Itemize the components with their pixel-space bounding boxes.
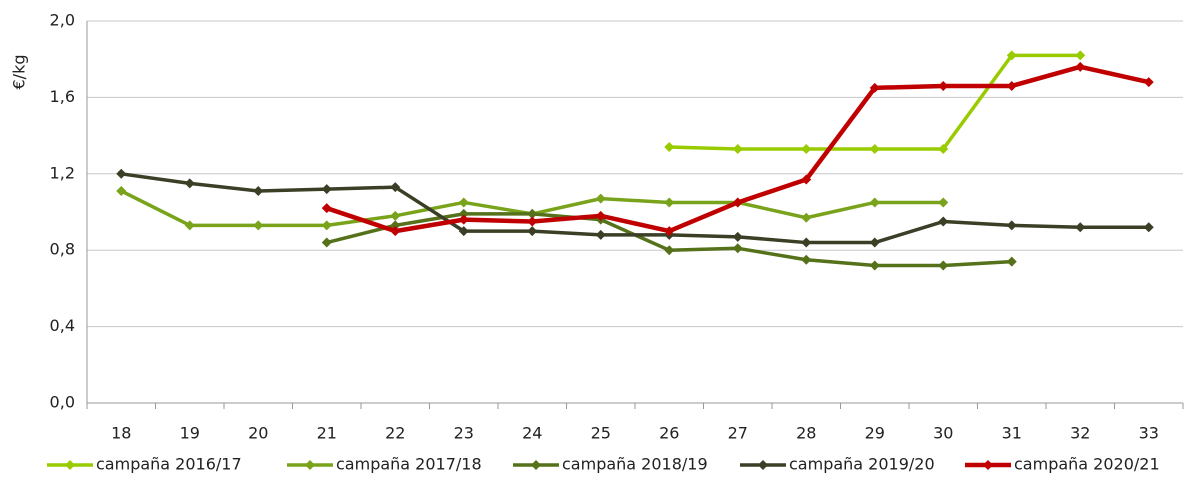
y-tick-label: 1,2	[50, 163, 75, 182]
x-tick-label: 20	[248, 424, 268, 443]
x-tick-label: 31	[1002, 424, 1022, 443]
data-point	[869, 143, 880, 154]
data-point	[390, 226, 401, 237]
x-tick-label: 33	[1139, 424, 1159, 443]
data-point	[116, 168, 127, 179]
data-point	[527, 226, 538, 237]
x-tick-label: 30	[933, 424, 953, 443]
data-point	[458, 226, 469, 237]
x-tick-label: 28	[796, 424, 816, 443]
legend-label: campaña 2020/21	[1014, 455, 1160, 474]
data-point	[801, 237, 812, 248]
data-point	[458, 197, 469, 208]
data-point	[595, 193, 606, 204]
data-point	[1075, 50, 1086, 61]
data-point	[938, 80, 949, 91]
x-tick-label: 24	[522, 424, 542, 443]
data-point	[595, 229, 606, 240]
data-point	[1006, 220, 1017, 231]
data-point	[595, 210, 606, 221]
data-point	[184, 178, 195, 189]
legend-label: campaña 2017/18	[336, 455, 482, 474]
data-point	[321, 203, 332, 214]
data-point	[664, 226, 675, 237]
data-point	[458, 208, 469, 219]
data-point	[390, 182, 401, 193]
legend-label: campaña 2019/20	[789, 455, 935, 474]
x-tick-label: 21	[317, 424, 337, 443]
y-tick-label: 1,6	[50, 87, 75, 106]
data-point	[390, 220, 401, 231]
legend-marker	[305, 460, 315, 470]
data-point	[321, 237, 332, 248]
data-point	[732, 231, 743, 242]
y-axis-label: €/kg	[10, 55, 29, 90]
data-point	[527, 216, 538, 227]
x-tick-label: 25	[591, 424, 611, 443]
data-point	[458, 214, 469, 225]
data-point	[869, 82, 880, 93]
data-point	[938, 143, 949, 154]
data-point	[801, 143, 812, 154]
data-point	[253, 220, 264, 231]
x-tick-label: 22	[385, 424, 405, 443]
data-point	[321, 220, 332, 231]
y-tick-label: 2,0	[50, 11, 75, 30]
x-tick-label: 27	[728, 424, 748, 443]
x-tick-label: 23	[454, 424, 474, 443]
data-point	[938, 197, 949, 208]
data-point	[664, 245, 675, 256]
data-point	[1075, 222, 1086, 233]
legend-label: campaña 2018/19	[562, 455, 708, 474]
data-point	[390, 210, 401, 221]
data-point	[1143, 77, 1154, 88]
legend-label: campaña 2016/17	[96, 455, 242, 474]
data-point	[253, 185, 264, 196]
data-point	[527, 208, 538, 219]
data-point	[938, 216, 949, 227]
x-tick-label: 18	[111, 424, 131, 443]
y-tick-label: 0,0	[50, 393, 75, 412]
y-tick-label: 0,4	[50, 316, 75, 335]
data-point	[732, 143, 743, 154]
legend-marker	[65, 460, 75, 470]
data-point	[869, 197, 880, 208]
x-tick-label: 32	[1070, 424, 1090, 443]
legend-marker	[531, 460, 541, 470]
data-point	[869, 237, 880, 248]
x-tick-label: 26	[659, 424, 679, 443]
data-point	[116, 185, 127, 196]
data-point	[664, 197, 675, 208]
data-point	[732, 243, 743, 254]
y-tick-label: 0,8	[50, 240, 75, 259]
x-tick-label: 19	[180, 424, 200, 443]
series-line	[121, 172, 1149, 245]
data-point	[1006, 80, 1017, 91]
series-line	[669, 53, 1081, 151]
data-point	[1143, 222, 1154, 233]
data-point	[1075, 61, 1086, 72]
data-point	[664, 142, 675, 153]
data-point	[184, 220, 195, 231]
data-point	[801, 254, 812, 265]
x-tick-label: 29	[865, 424, 885, 443]
data-point	[321, 184, 332, 195]
data-point	[801, 212, 812, 223]
legend-marker	[758, 460, 768, 470]
legend-marker	[983, 460, 993, 470]
data-point	[869, 260, 880, 271]
data-point	[1006, 50, 1017, 61]
data-point	[732, 197, 743, 208]
data-point	[801, 174, 812, 185]
data-point	[1006, 256, 1017, 267]
data-point	[938, 260, 949, 271]
